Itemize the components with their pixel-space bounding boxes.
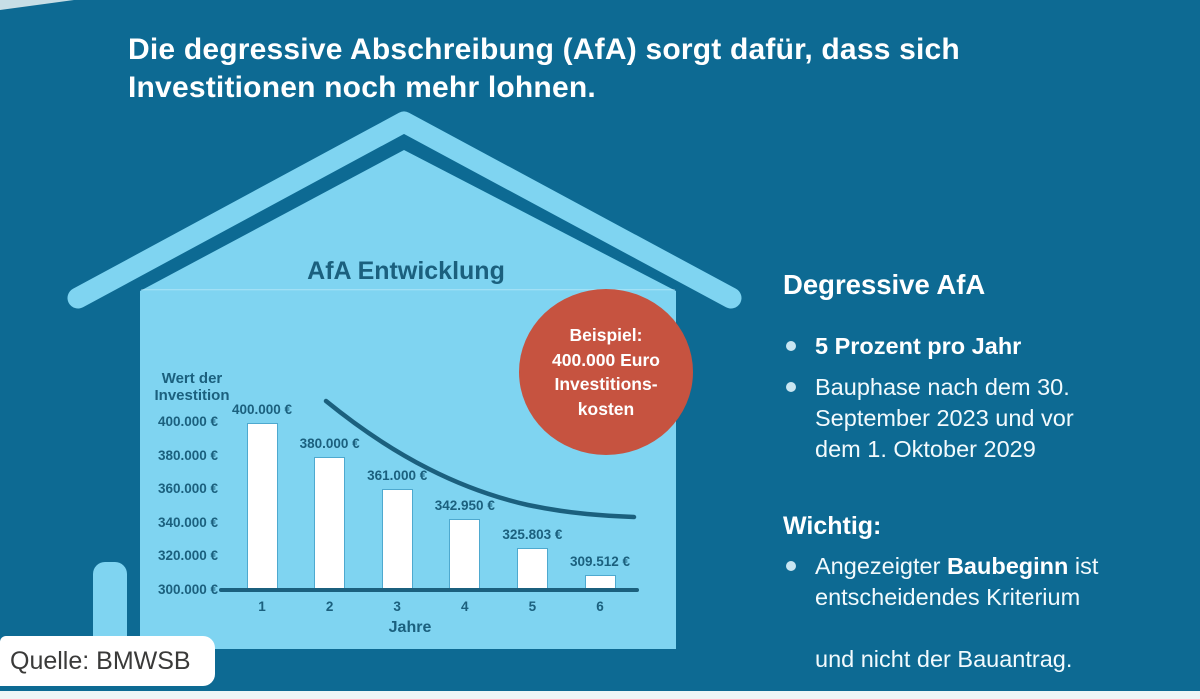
- bullet-text: Bauphase nach dem 30. September 2023 und…: [815, 374, 1074, 462]
- bar-value-label: 400.000 €: [231, 402, 293, 417]
- y-tick-label: 360.000 €: [157, 481, 218, 497]
- y-tick-label: 400.000 €: [157, 414, 218, 429]
- bar-value-label: 380.000 €: [299, 435, 360, 451]
- x-axis-title: Jahre: [388, 619, 432, 636]
- bullet-text-segment: ist: [1068, 553, 1099, 579]
- bullet-text: Angezeigter Baubeginn ist entscheidendes…: [815, 551, 1160, 699]
- bullet-text-line: und nicht der Bauantrag.: [815, 646, 1073, 672]
- bullet-dot-icon: [786, 561, 796, 571]
- y-tick-label: 380.000 €: [157, 447, 218, 463]
- corner-wedge-shape: [0, 0, 74, 10]
- example-badge: Beispiel: 400.000 Euro Investitions- kos…: [519, 289, 693, 455]
- x-tick-label: 5: [528, 599, 537, 614]
- y-axis-title: Wert der Investition: [154, 370, 230, 404]
- house-seam-line: [141, 289, 675, 291]
- y-tick-label: 300.000 €: [157, 582, 218, 597]
- badge-line: kosten: [577, 398, 635, 419]
- chimney-shape: [93, 562, 127, 657]
- bullet-text-bold-segment: Baubeginn: [946, 553, 1069, 579]
- chart-title: AfA Entwicklung: [307, 257, 505, 285]
- bullet-dot-icon: [786, 341, 796, 351]
- badge-line: 400.000 Euro: [552, 349, 660, 370]
- bar-year-1: [246, 423, 278, 589]
- x-axis-line: [219, 588, 639, 592]
- x-tick-label: 6: [596, 599, 604, 614]
- bar-year-3: [381, 488, 413, 589]
- bar-value-label: 325.803 €: [502, 526, 563, 542]
- bullet-text-line: entscheidendes Kriterium: [815, 584, 1081, 610]
- roof-shape: [67, 111, 742, 309]
- badge-line: Beispiel:: [569, 325, 643, 345]
- page-title-line1: Die degressive Abschreibung (AfA) sorgt …: [128, 33, 960, 66]
- x-tick-label: 1: [258, 599, 266, 614]
- bar-year-4: [449, 518, 481, 589]
- bar-year-5: [516, 547, 548, 589]
- bullet-item-bauphase: Bauphase nach dem 30. September 2023 und…: [783, 372, 1160, 465]
- bar-year-2: [314, 456, 346, 589]
- bar-year-6: [584, 575, 616, 589]
- panel-heading: Degressive AfA: [783, 269, 986, 300]
- x-tick-label: 3: [393, 599, 401, 614]
- bar-value-label: 342.950 €: [434, 497, 495, 513]
- source-label: Quelle: BMWSB: [0, 636, 215, 686]
- x-tick-label: 4: [461, 599, 469, 614]
- page-title-line2: Investitionen noch mehr lohnen.: [128, 71, 596, 104]
- bullet-dot-icon: [786, 382, 796, 392]
- badge-line: Investitions-: [554, 374, 658, 394]
- page-title: Die degressive Abschreibung (AfA) sorgt …: [128, 31, 1088, 107]
- bullet-text-segment: Angezeigter: [815, 553, 947, 579]
- bullet-item-percent: 5 Prozent pro Jahr: [783, 331, 1160, 362]
- bar-value-label: 309.512 €: [569, 554, 631, 570]
- x-tick-label: 2: [325, 599, 334, 614]
- y-tick-label: 340.000 €: [157, 514, 218, 530]
- bottom-strip: [0, 691, 1200, 699]
- panel-subheading: Wichtig:: [783, 512, 882, 540]
- bullet-text: 5 Prozent pro Jahr: [815, 333, 1022, 359]
- y-tick-label: 320.000 €: [157, 548, 218, 564]
- bullet-item-baubeginn: Angezeigter Baubeginn ist entscheidendes…: [783, 551, 1160, 699]
- bar-value-label: 361.000 €: [367, 467, 428, 483]
- decay-curve: [323, 398, 637, 520]
